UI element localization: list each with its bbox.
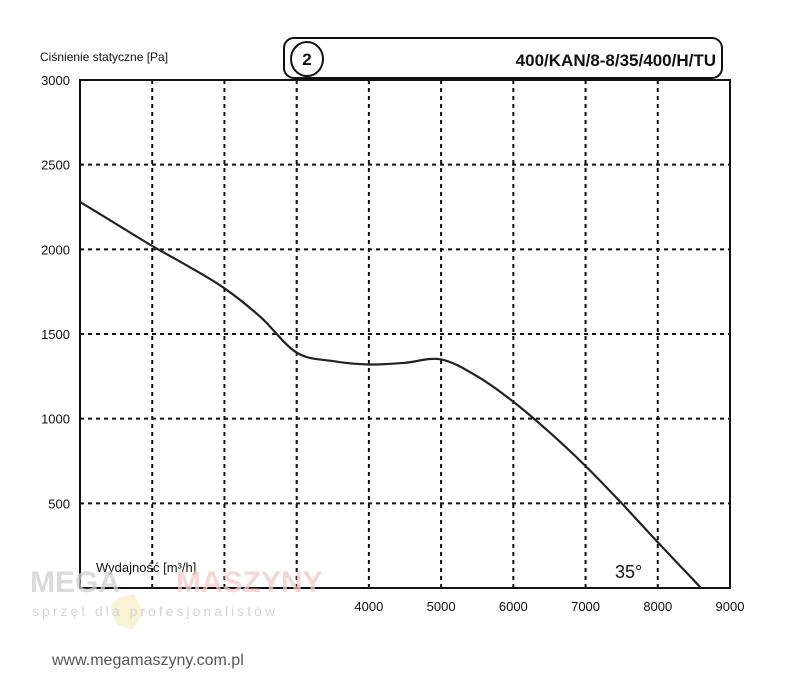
curve-number-circle bbox=[290, 41, 324, 77]
watermark: MEGA MASZYNY sprzęt dla profesjonalistów bbox=[30, 566, 323, 630]
x-tick-label: 4000 bbox=[354, 599, 383, 614]
curve-number: 2 bbox=[302, 50, 311, 69]
watermark-brand-left: MEGA bbox=[30, 566, 120, 599]
y-tick-label: 3000 bbox=[41, 73, 70, 88]
y-tick-label: 1000 bbox=[41, 412, 70, 427]
model-code: 400/KAN/8-8/35/400/H/TU bbox=[516, 51, 716, 70]
ylabel-bg bbox=[38, 40, 280, 68]
x-tick-label: 5000 bbox=[427, 599, 456, 614]
y-tick-label: 2000 bbox=[41, 242, 70, 257]
x-axis-label: Wydajność [m³/h] bbox=[96, 560, 196, 575]
y-axis-label: Ciśnienie statyczne [Pa] bbox=[40, 50, 168, 64]
y-tick-labels: 500 1000 1500 2000 2500 3000 bbox=[41, 73, 70, 511]
x-tick-label: 8000 bbox=[643, 599, 672, 614]
watermark-tagline: sprzęt dla profesjonalistów bbox=[32, 603, 278, 619]
watermark-logo-shape bbox=[110, 594, 144, 630]
y-tick-label: 1500 bbox=[41, 327, 70, 342]
series-line bbox=[79, 200, 702, 589]
y-tick-label: 500 bbox=[48, 496, 70, 511]
x-tick-label: 6000 bbox=[499, 599, 528, 614]
model-box bbox=[283, 37, 723, 79]
x-tick-label: 9000 bbox=[716, 599, 745, 614]
blade-angle-label: 35° bbox=[615, 562, 642, 582]
grid bbox=[80, 80, 730, 588]
website-url: www.megamaszyny.com.pl bbox=[52, 652, 244, 669]
watermark-brand-right: MASZYNY bbox=[176, 566, 323, 599]
plot-frame bbox=[79, 79, 731, 589]
y-tick-label: 2500 bbox=[41, 158, 70, 173]
x-tick-labels: 4000 5000 6000 7000 8000 9000 bbox=[354, 599, 744, 614]
x-tick-label: 7000 bbox=[571, 599, 600, 614]
